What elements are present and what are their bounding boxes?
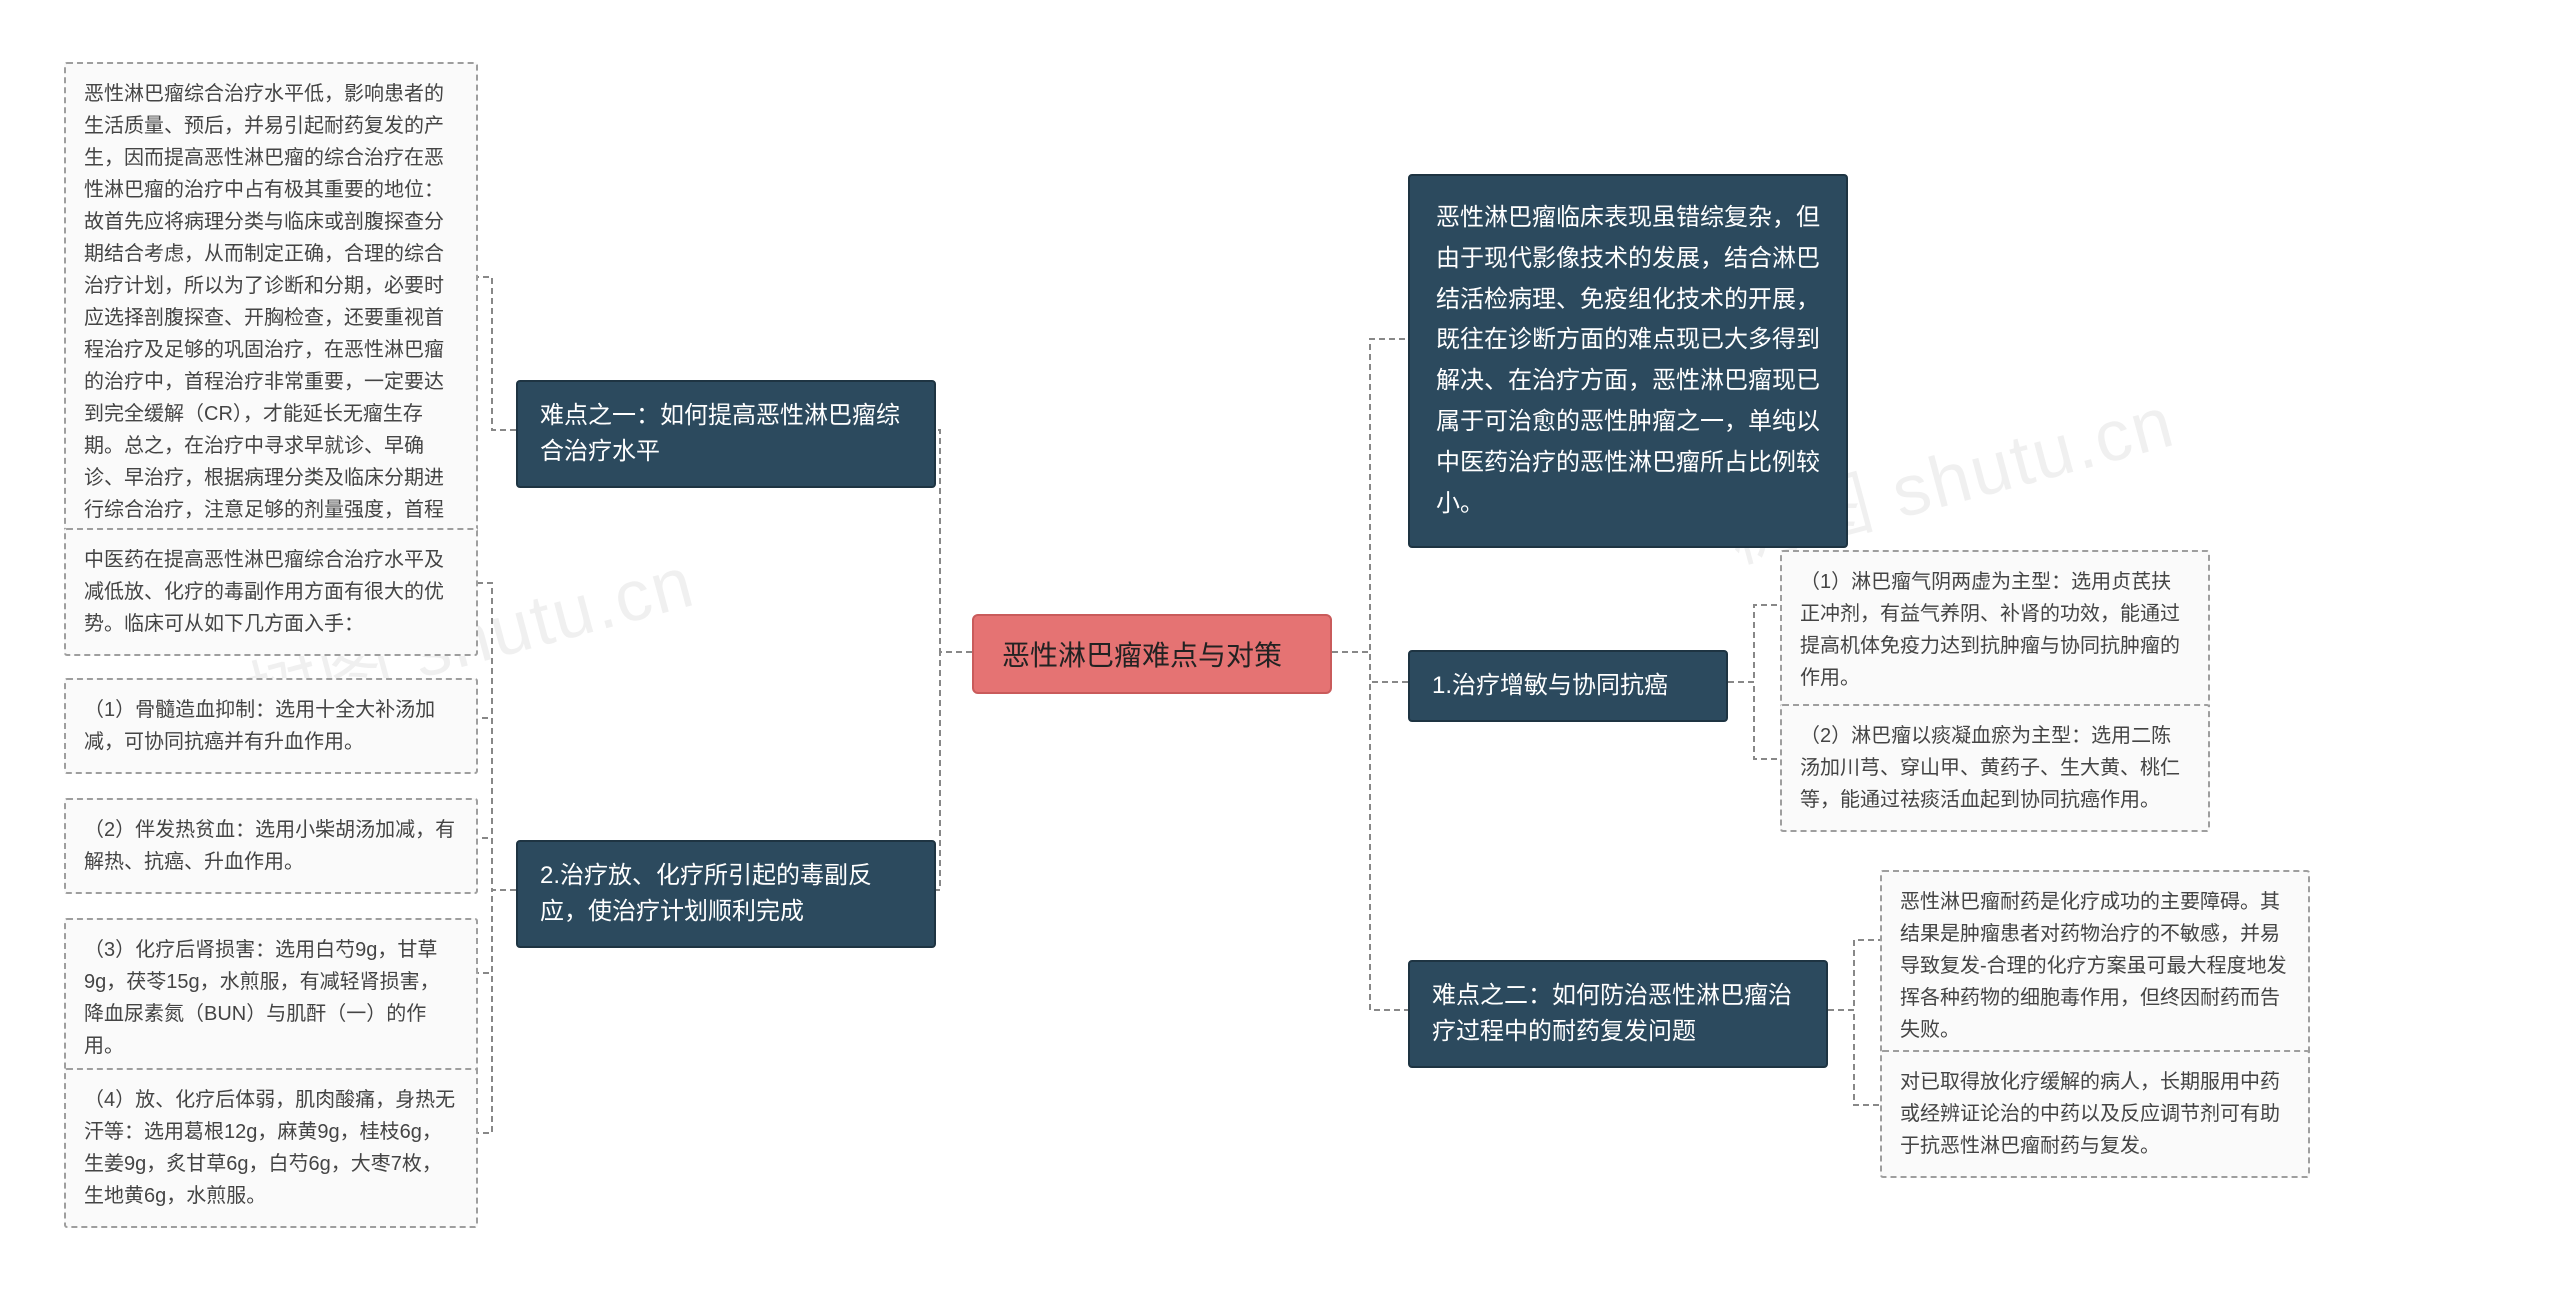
leaf-weakness: （4）放、化疗后体弱，肌肉酸痛，身热无汗等：选用葛根12g，麻黄9g，桂枝6g，…	[64, 1068, 478, 1228]
leaf-difficulty-1-detail: 恶性淋巴瘤综合治疗水平低，影响患者的生活质量、预后，并易引起耐药复发的产生，因而…	[64, 62, 478, 606]
leaf-fever-anemia: （2）伴发热贫血：选用小柴胡汤加减，有解热、抗癌、升血作用。	[64, 798, 478, 894]
branch-treatment-side-effects[interactable]: 2.治疗放、化疗所引起的毒副反应，使治疗计划顺利完成	[516, 840, 936, 948]
branch-sensitization[interactable]: 1.治疗增敏与协同抗癌	[1408, 650, 1728, 722]
branch-difficulty-2[interactable]: 难点之二：如何防治恶性淋巴瘤治疗过程中的耐药复发问题	[1408, 960, 1828, 1068]
intro-node: 恶性淋巴瘤临床表现虽错综复杂，但由于现代影像技术的发展，结合淋巴结活检病理、免疫…	[1408, 174, 1848, 548]
center-node[interactable]: 恶性淋巴瘤难点与对策	[972, 614, 1332, 694]
leaf-kidney-damage: （3）化疗后肾损害：选用白芍9g，甘草9g，茯苓15g，水煎服，有减轻肾损害，降…	[64, 918, 478, 1078]
leaf-phlegm-stasis: （2）淋巴瘤以痰凝血瘀为主型：选用二陈汤加川芎、穿山甲、黄药子、生大黄、桃仁等，…	[1780, 704, 2210, 832]
leaf-long-term-tcm: 对已取得放化疗缓解的病人，长期服用中药或经辨证论治的中药以及反应调节剂可有助于抗…	[1880, 1050, 2310, 1178]
leaf-drug-resistance: 恶性淋巴瘤耐药是化疗成功的主要障碍。其结果是肿瘤患者对药物治疗的不敏感，并易导致…	[1880, 870, 2310, 1062]
leaf-tcm-intro: 中医药在提高恶性淋巴瘤综合治疗水平及减低放、化疗的毒副作用方面有很大的优势。临床…	[64, 528, 478, 656]
leaf-bone-marrow: （1）骨髓造血抑制：选用十全大补汤加减，可协同抗癌并有升血作用。	[64, 678, 478, 774]
leaf-qi-yin-deficiency: （1）淋巴瘤气阴两虚为主型：选用贞芪扶正冲剂，有益气养阴、补肾的功效，能通过提高…	[1780, 550, 2210, 710]
branch-difficulty-1[interactable]: 难点之一：如何提高恶性淋巴瘤综合治疗水平	[516, 380, 936, 488]
